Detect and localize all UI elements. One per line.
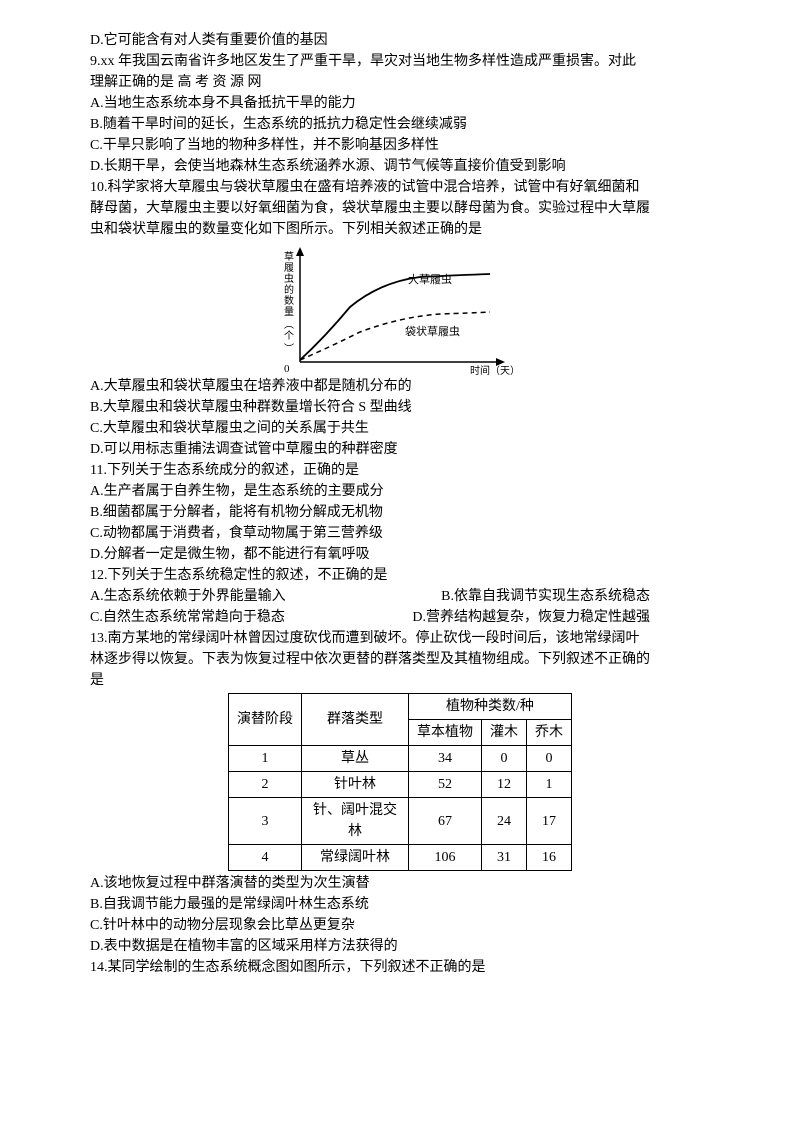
q10-option-d: D.可以用标志重捕法调查试管中草履虫的种群密度: [90, 439, 710, 460]
q10-option-b: B.大草履虫和袋状草履虫种群数量增长符合 S 型曲线: [90, 397, 710, 418]
q9-option-c: C.干旱只影响了当地的物种多样性，并不影响基因多样性: [90, 135, 710, 156]
q11-option-b: B.细菌都属于分解者，能将有机物分解成无机物: [90, 502, 710, 523]
series1-label: 大草履虫: [408, 272, 452, 286]
y-arrowhead: [296, 247, 304, 256]
paramecium-chart: 大草履虫 袋状草履虫 时间（天） 0 草 履 虫 的 数 量 ︵ 个 ︶: [270, 242, 530, 374]
exam-page: D.它可能含有对人类有重要价值的基因 9.xx 年我国云南省许多地区发生了严重干…: [0, 0, 800, 1132]
svg-text:的: 的: [284, 283, 294, 296]
svg-text:数: 数: [284, 294, 294, 307]
q13-stem-line3: 是: [90, 670, 710, 691]
svg-text:履: 履: [284, 262, 294, 274]
th-species-group: 植物种类数/种: [409, 694, 572, 720]
table-row: 2 针叶林 52 12 1: [229, 772, 572, 798]
species-table: 演替阶段 群落类型 植物种类数/种 草本植物 灌木 乔木 1 草丛 34 0 0…: [228, 693, 572, 871]
series-bag-paramecium: [300, 312, 490, 360]
q11-option-d: D.分解者一定是微生物，都不能进行有氧呼吸: [90, 544, 710, 565]
q11-stem: 11.下列关于生态系统成分的叙述，正确的是: [90, 460, 710, 481]
q10-stem-line1: 10.科学家将大草履虫与袋状草履虫在盛有培养液的试管中混合培养，试管中有好氧细菌…: [90, 177, 710, 198]
svg-text:量: 量: [284, 306, 294, 318]
q11-option-c: C.动物都属于消费者，食草动物属于第三营养级: [90, 523, 710, 544]
q10-stem-line2: 酵母菌，大草履虫主要以好氧细菌为食，袋状草履虫主要以酵母菌为食。实验过程中大草履: [90, 198, 710, 219]
table-header-row1: 演替阶段 群落类型 植物种类数/种: [229, 694, 572, 720]
q12-option-b: B.依靠自我调节实现生态系统稳态: [441, 586, 650, 607]
x-axis-label: 时间（天）: [470, 364, 520, 377]
q13-option-d: D.表中数据是在植物丰富的区域采用样方法获得的: [90, 936, 710, 957]
q10-option-c: C.大草履虫和袋状草履虫之间的关系属于共生: [90, 418, 710, 439]
q12-option-d: D.营养结构越复杂，恢复力稳定性越强: [412, 607, 650, 628]
x-arrowhead: [496, 358, 505, 366]
q9-option-b: B.随着干旱时间的延长，生态系统的抵抗力稳定性会继续减弱: [90, 114, 710, 135]
q9-option-d: D.长期干旱，会使当地森林生态系统涵养水源、调节气候等直接价值受到影响: [90, 156, 710, 177]
svg-text:︶: ︶: [284, 343, 294, 355]
q13-stem-line2: 林逐步得以恢复。下表为恢复过程中依次更替的群落类型及其植物组成。下列叙述不正确的: [90, 649, 710, 670]
th-herb: 草本植物: [409, 720, 482, 746]
table-row: 3 针、阔叶混交林 67 24 17: [229, 798, 572, 845]
th-tree: 乔木: [527, 720, 572, 746]
series2-label: 袋状草履虫: [405, 324, 460, 338]
q10-option-a: A.大草履虫和袋状草履虫在培养液中都是随机分布的: [90, 376, 710, 397]
q12-row-cd: C.自然生态系统常常趋向于稳态 D.营养结构越复杂，恢复力稳定性越强: [90, 607, 650, 628]
th-type: 群落类型: [302, 694, 409, 746]
q10-stem-line3: 虫和袋状草履虫的数量变化如下图所示。下列相关叙述正确的是: [90, 219, 710, 240]
q11-option-a: A.生产者属于自养生物，是生态系统的主要成分: [90, 481, 710, 502]
svg-text:草: 草: [284, 251, 294, 263]
y-axis-label: 草 履 虫 的 数 量 ︵ 个 ︶: [284, 251, 294, 355]
q12-row-ab: A.生态系统依赖于外界能量输入 B.依靠自我调节实现生态系统稳态: [90, 586, 650, 607]
q9-stem-line1: 9.xx 年我国云南省许多地区发生了严重干旱，旱灾对当地生物多样性造成严重损害。…: [90, 51, 710, 72]
table-row: 4 常绿阔叶林 106 31 16: [229, 845, 572, 871]
q14-stem: 14.某同学绘制的生态系统概念图如图所示，下列叙述不正确的是: [90, 957, 710, 978]
th-stage: 演替阶段: [229, 694, 302, 746]
svg-text:个: 个: [284, 330, 294, 342]
svg-text:虫: 虫: [284, 273, 294, 285]
q9-option-a: A.当地生态系统本身不具备抵抗干旱的能力: [90, 93, 710, 114]
q13-option-b: B.自我调节能力最强的是常绿阔叶林生态系统: [90, 894, 710, 915]
q9-stem-line2: 理解正确的是 高 考 资 源 网: [90, 72, 710, 93]
q13-stem-line1: 13.南方某地的常绿阔叶林曾因过度砍伐而遭到破坏。停止砍伐一段时间后，该地常绿阔…: [90, 628, 710, 649]
chart-svg: 大草履虫 袋状草履虫 时间（天） 0 草 履 虫 的 数 量 ︵ 个 ︶: [270, 242, 530, 374]
table-row: 1 草丛 34 0 0: [229, 746, 572, 772]
q12-stem: 12.下列关于生态系统稳定性的叙述，不正确的是: [90, 565, 710, 586]
svg-text:︵: ︵: [284, 320, 294, 331]
origin-label: 0: [284, 363, 290, 375]
q13-option-a: A.该地恢复过程中群落演替的类型为次生演替: [90, 873, 710, 894]
q13-option-c: C.针叶林中的动物分层现象会比草丛更复杂: [90, 915, 710, 936]
q8-option-d: D.它可能含有对人类有重要价值的基因: [90, 30, 710, 51]
q12-option-a: A.生态系统依赖于外界能量输入: [90, 586, 286, 607]
th-shrub: 灌木: [482, 720, 527, 746]
q12-option-c: C.自然生态系统常常趋向于稳态: [90, 607, 285, 628]
